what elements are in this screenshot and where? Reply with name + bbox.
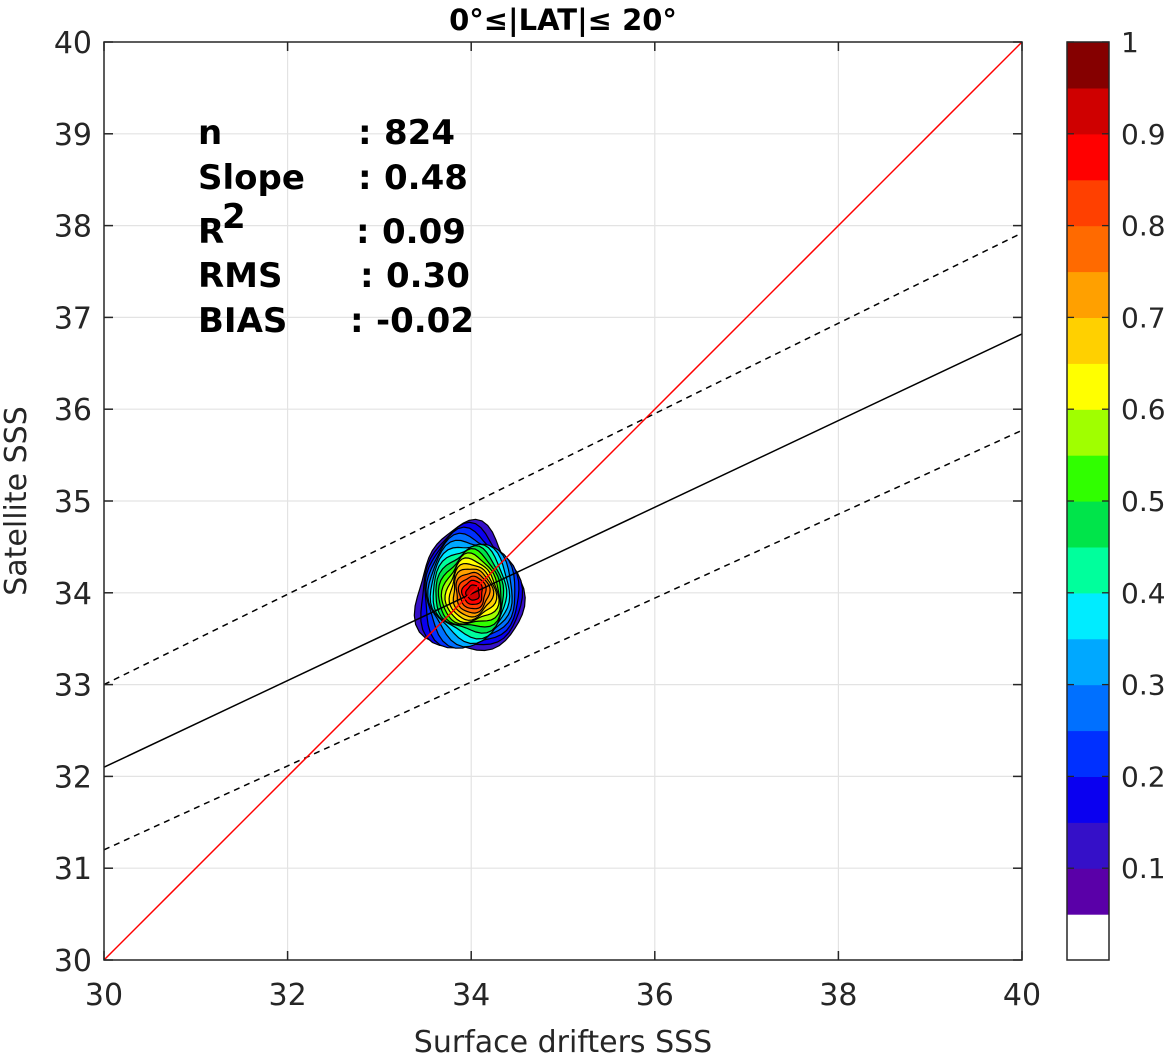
colorbar-segment bbox=[1067, 455, 1109, 502]
colorbar-segment bbox=[1067, 592, 1109, 640]
identity-line bbox=[103, 41, 1023, 961]
stat-value: 0.30 bbox=[386, 256, 470, 296]
colorbar-segment bbox=[1067, 87, 1109, 135]
stat-value: -0.02 bbox=[376, 301, 474, 341]
x-tick-label: 38 bbox=[819, 978, 857, 1013]
colorbar-segment bbox=[1067, 133, 1109, 181]
colorbar-tick-label: 0.1 bbox=[1121, 852, 1166, 885]
colorbar-tick-label: 0.3 bbox=[1121, 669, 1166, 702]
stat-label: RMS bbox=[198, 256, 283, 296]
colorbar-segment bbox=[1067, 776, 1109, 823]
colorbar-segment bbox=[1067, 684, 1109, 732]
stat-label: Slope bbox=[198, 158, 305, 198]
colorbar-segment bbox=[1067, 730, 1109, 777]
colorbar: 0.1 0.2 0.3 0.4 0.5 0.6 0.7 0.8 0.9 1 bbox=[1066, 26, 1166, 961]
stat-separator: : bbox=[358, 113, 372, 153]
colorbar-tick-label: 0.4 bbox=[1121, 577, 1166, 610]
y-tick-label: 38 bbox=[54, 210, 92, 245]
fit-line bbox=[103, 333, 1023, 768]
y-tick-label: 37 bbox=[54, 301, 92, 336]
stat-value: 824 bbox=[384, 113, 455, 153]
density-contours bbox=[413, 518, 526, 652]
y-tick-label: 31 bbox=[54, 852, 92, 887]
colorbar-segment bbox=[1067, 914, 1109, 961]
colorbar-tick-label: 0.7 bbox=[1121, 301, 1166, 334]
colorbar-segment bbox=[1067, 179, 1109, 227]
y-tick-label: 33 bbox=[54, 669, 92, 704]
stat-separator: : bbox=[356, 212, 370, 252]
axis-ticks: 30 32 34 36 38 40 30 31 32 33 34 35 36 37 38 39 40 bbox=[54, 26, 1041, 1013]
stat-label: R bbox=[198, 212, 224, 252]
y-tick-label: 35 bbox=[54, 485, 92, 520]
regression-lines bbox=[103, 41, 1023, 961]
x-axis-label: Surface drifters SSS bbox=[414, 1025, 712, 1055]
colorbar-segment bbox=[1067, 822, 1109, 869]
y-tick-label: 39 bbox=[54, 118, 92, 153]
colorbar-tick-label: 0.9 bbox=[1121, 118, 1166, 151]
stat-separator: : bbox=[350, 301, 364, 341]
colorbar-segment bbox=[1067, 42, 1109, 89]
stat-separator: : bbox=[360, 256, 374, 296]
colorbar-segment bbox=[1067, 271, 1109, 318]
colorbar-tick-label: 0.5 bbox=[1121, 485, 1166, 518]
x-tick-label: 34 bbox=[452, 978, 490, 1013]
colorbar-segment bbox=[1067, 638, 1109, 686]
upper-bound-line bbox=[103, 232, 1023, 686]
colorbar-tick-label: 0.2 bbox=[1121, 760, 1166, 793]
grid bbox=[104, 42, 1022, 960]
colorbar-segment bbox=[1067, 501, 1109, 548]
colorbar-segment bbox=[1067, 225, 1109, 273]
stat-separator: : bbox=[358, 158, 372, 198]
colorbar-segment bbox=[1067, 409, 1109, 456]
y-tick-label: 34 bbox=[54, 577, 92, 612]
x-tick-label: 30 bbox=[85, 978, 123, 1013]
y-tick-label: 32 bbox=[54, 760, 92, 795]
y-tick-label: 40 bbox=[54, 26, 92, 61]
colorbar-segment bbox=[1067, 363, 1109, 410]
colorbar-tick-label: 0.8 bbox=[1121, 210, 1166, 243]
stat-value: 0.48 bbox=[384, 158, 468, 198]
stat-value: 0.09 bbox=[382, 212, 466, 252]
x-tick-label: 36 bbox=[636, 978, 674, 1013]
colorbar-segment bbox=[1067, 317, 1109, 364]
colorbar-segment bbox=[1067, 868, 1109, 915]
colorbar-tick-label: 0.6 bbox=[1121, 393, 1166, 426]
colorbar-tick-label: 1 bbox=[1121, 26, 1139, 59]
stat-label: BIAS bbox=[198, 301, 287, 341]
stat-label: n bbox=[198, 113, 222, 153]
lower-bound-line bbox=[103, 429, 1023, 851]
x-tick-label: 40 bbox=[1003, 978, 1041, 1013]
chart-title: 0°≤|LAT|≤ 20° bbox=[449, 3, 677, 37]
colorbar-segment bbox=[1067, 546, 1109, 594]
y-axis-label: Satellite SSS bbox=[0, 406, 34, 596]
y-tick-label: 36 bbox=[54, 393, 92, 428]
stat-superscript: 2 bbox=[222, 197, 246, 237]
y-tick-label: 30 bbox=[54, 944, 92, 979]
x-tick-label: 32 bbox=[269, 978, 307, 1013]
